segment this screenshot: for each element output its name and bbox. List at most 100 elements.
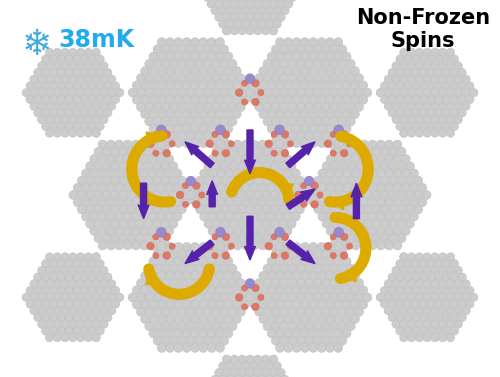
Circle shape <box>272 117 280 126</box>
Circle shape <box>326 124 334 133</box>
Circle shape <box>178 103 187 112</box>
Circle shape <box>162 293 170 302</box>
Circle shape <box>220 293 228 302</box>
Circle shape <box>434 95 443 104</box>
Circle shape <box>269 355 278 363</box>
Circle shape <box>284 329 293 338</box>
Circle shape <box>106 155 116 164</box>
Circle shape <box>30 307 38 315</box>
Circle shape <box>330 59 338 68</box>
Circle shape <box>271 234 278 240</box>
Circle shape <box>360 155 368 164</box>
Circle shape <box>152 162 161 171</box>
Circle shape <box>127 205 136 214</box>
Circle shape <box>423 307 432 315</box>
Circle shape <box>80 300 88 308</box>
Circle shape <box>392 61 400 70</box>
Circle shape <box>396 287 404 295</box>
Circle shape <box>116 89 124 97</box>
Circle shape <box>396 327 404 335</box>
Circle shape <box>182 300 191 309</box>
Circle shape <box>272 134 281 144</box>
Circle shape <box>313 279 322 288</box>
Circle shape <box>182 257 191 266</box>
Circle shape <box>258 183 267 192</box>
Circle shape <box>76 115 85 124</box>
Circle shape <box>438 334 447 342</box>
Circle shape <box>309 343 318 352</box>
Circle shape <box>397 205 406 214</box>
Circle shape <box>144 205 153 214</box>
Circle shape <box>106 140 116 149</box>
Circle shape <box>123 198 132 207</box>
Circle shape <box>296 336 306 345</box>
Circle shape <box>376 89 384 97</box>
Circle shape <box>88 95 96 104</box>
Circle shape <box>438 115 447 124</box>
Circle shape <box>343 155 352 164</box>
Circle shape <box>446 253 454 261</box>
Circle shape <box>258 227 267 236</box>
Circle shape <box>254 74 264 83</box>
Circle shape <box>384 280 392 288</box>
Circle shape <box>347 219 356 228</box>
Circle shape <box>136 219 144 228</box>
Circle shape <box>269 27 278 35</box>
Circle shape <box>100 115 108 124</box>
Circle shape <box>300 314 310 323</box>
Circle shape <box>442 287 451 295</box>
Circle shape <box>173 198 182 207</box>
Circle shape <box>254 13 262 21</box>
Circle shape <box>388 313 396 322</box>
Circle shape <box>283 198 292 207</box>
Circle shape <box>145 279 154 288</box>
Circle shape <box>234 0 242 2</box>
Circle shape <box>380 176 390 185</box>
Circle shape <box>190 110 200 119</box>
Circle shape <box>46 48 54 57</box>
Circle shape <box>132 286 141 295</box>
Circle shape <box>404 109 412 117</box>
Circle shape <box>296 205 304 214</box>
Circle shape <box>284 52 293 61</box>
Circle shape <box>276 66 284 75</box>
Circle shape <box>330 250 338 259</box>
Circle shape <box>30 75 38 83</box>
Circle shape <box>127 219 136 228</box>
Circle shape <box>330 147 340 156</box>
Circle shape <box>108 75 116 83</box>
Circle shape <box>216 66 224 75</box>
Circle shape <box>346 88 355 97</box>
Circle shape <box>276 38 284 47</box>
Circle shape <box>250 375 258 377</box>
Circle shape <box>446 61 454 70</box>
Circle shape <box>262 0 270 8</box>
FancyArrow shape <box>206 181 218 207</box>
Circle shape <box>376 89 384 97</box>
Circle shape <box>281 251 289 259</box>
Circle shape <box>115 140 124 149</box>
Circle shape <box>144 88 154 97</box>
Circle shape <box>53 293 62 302</box>
Circle shape <box>216 155 226 164</box>
Circle shape <box>250 95 260 104</box>
Circle shape <box>229 219 238 228</box>
Circle shape <box>57 287 66 295</box>
Circle shape <box>166 257 174 266</box>
Circle shape <box>450 82 458 90</box>
Circle shape <box>212 322 220 331</box>
Circle shape <box>309 271 318 280</box>
Circle shape <box>194 307 203 316</box>
Circle shape <box>401 212 410 221</box>
Circle shape <box>212 219 221 228</box>
Circle shape <box>82 212 90 221</box>
Circle shape <box>334 169 344 178</box>
Circle shape <box>438 102 447 110</box>
Circle shape <box>102 219 112 228</box>
Circle shape <box>222 27 231 35</box>
Circle shape <box>410 183 418 192</box>
Circle shape <box>250 198 258 207</box>
Circle shape <box>182 329 191 338</box>
Circle shape <box>178 59 187 68</box>
Circle shape <box>404 300 412 308</box>
